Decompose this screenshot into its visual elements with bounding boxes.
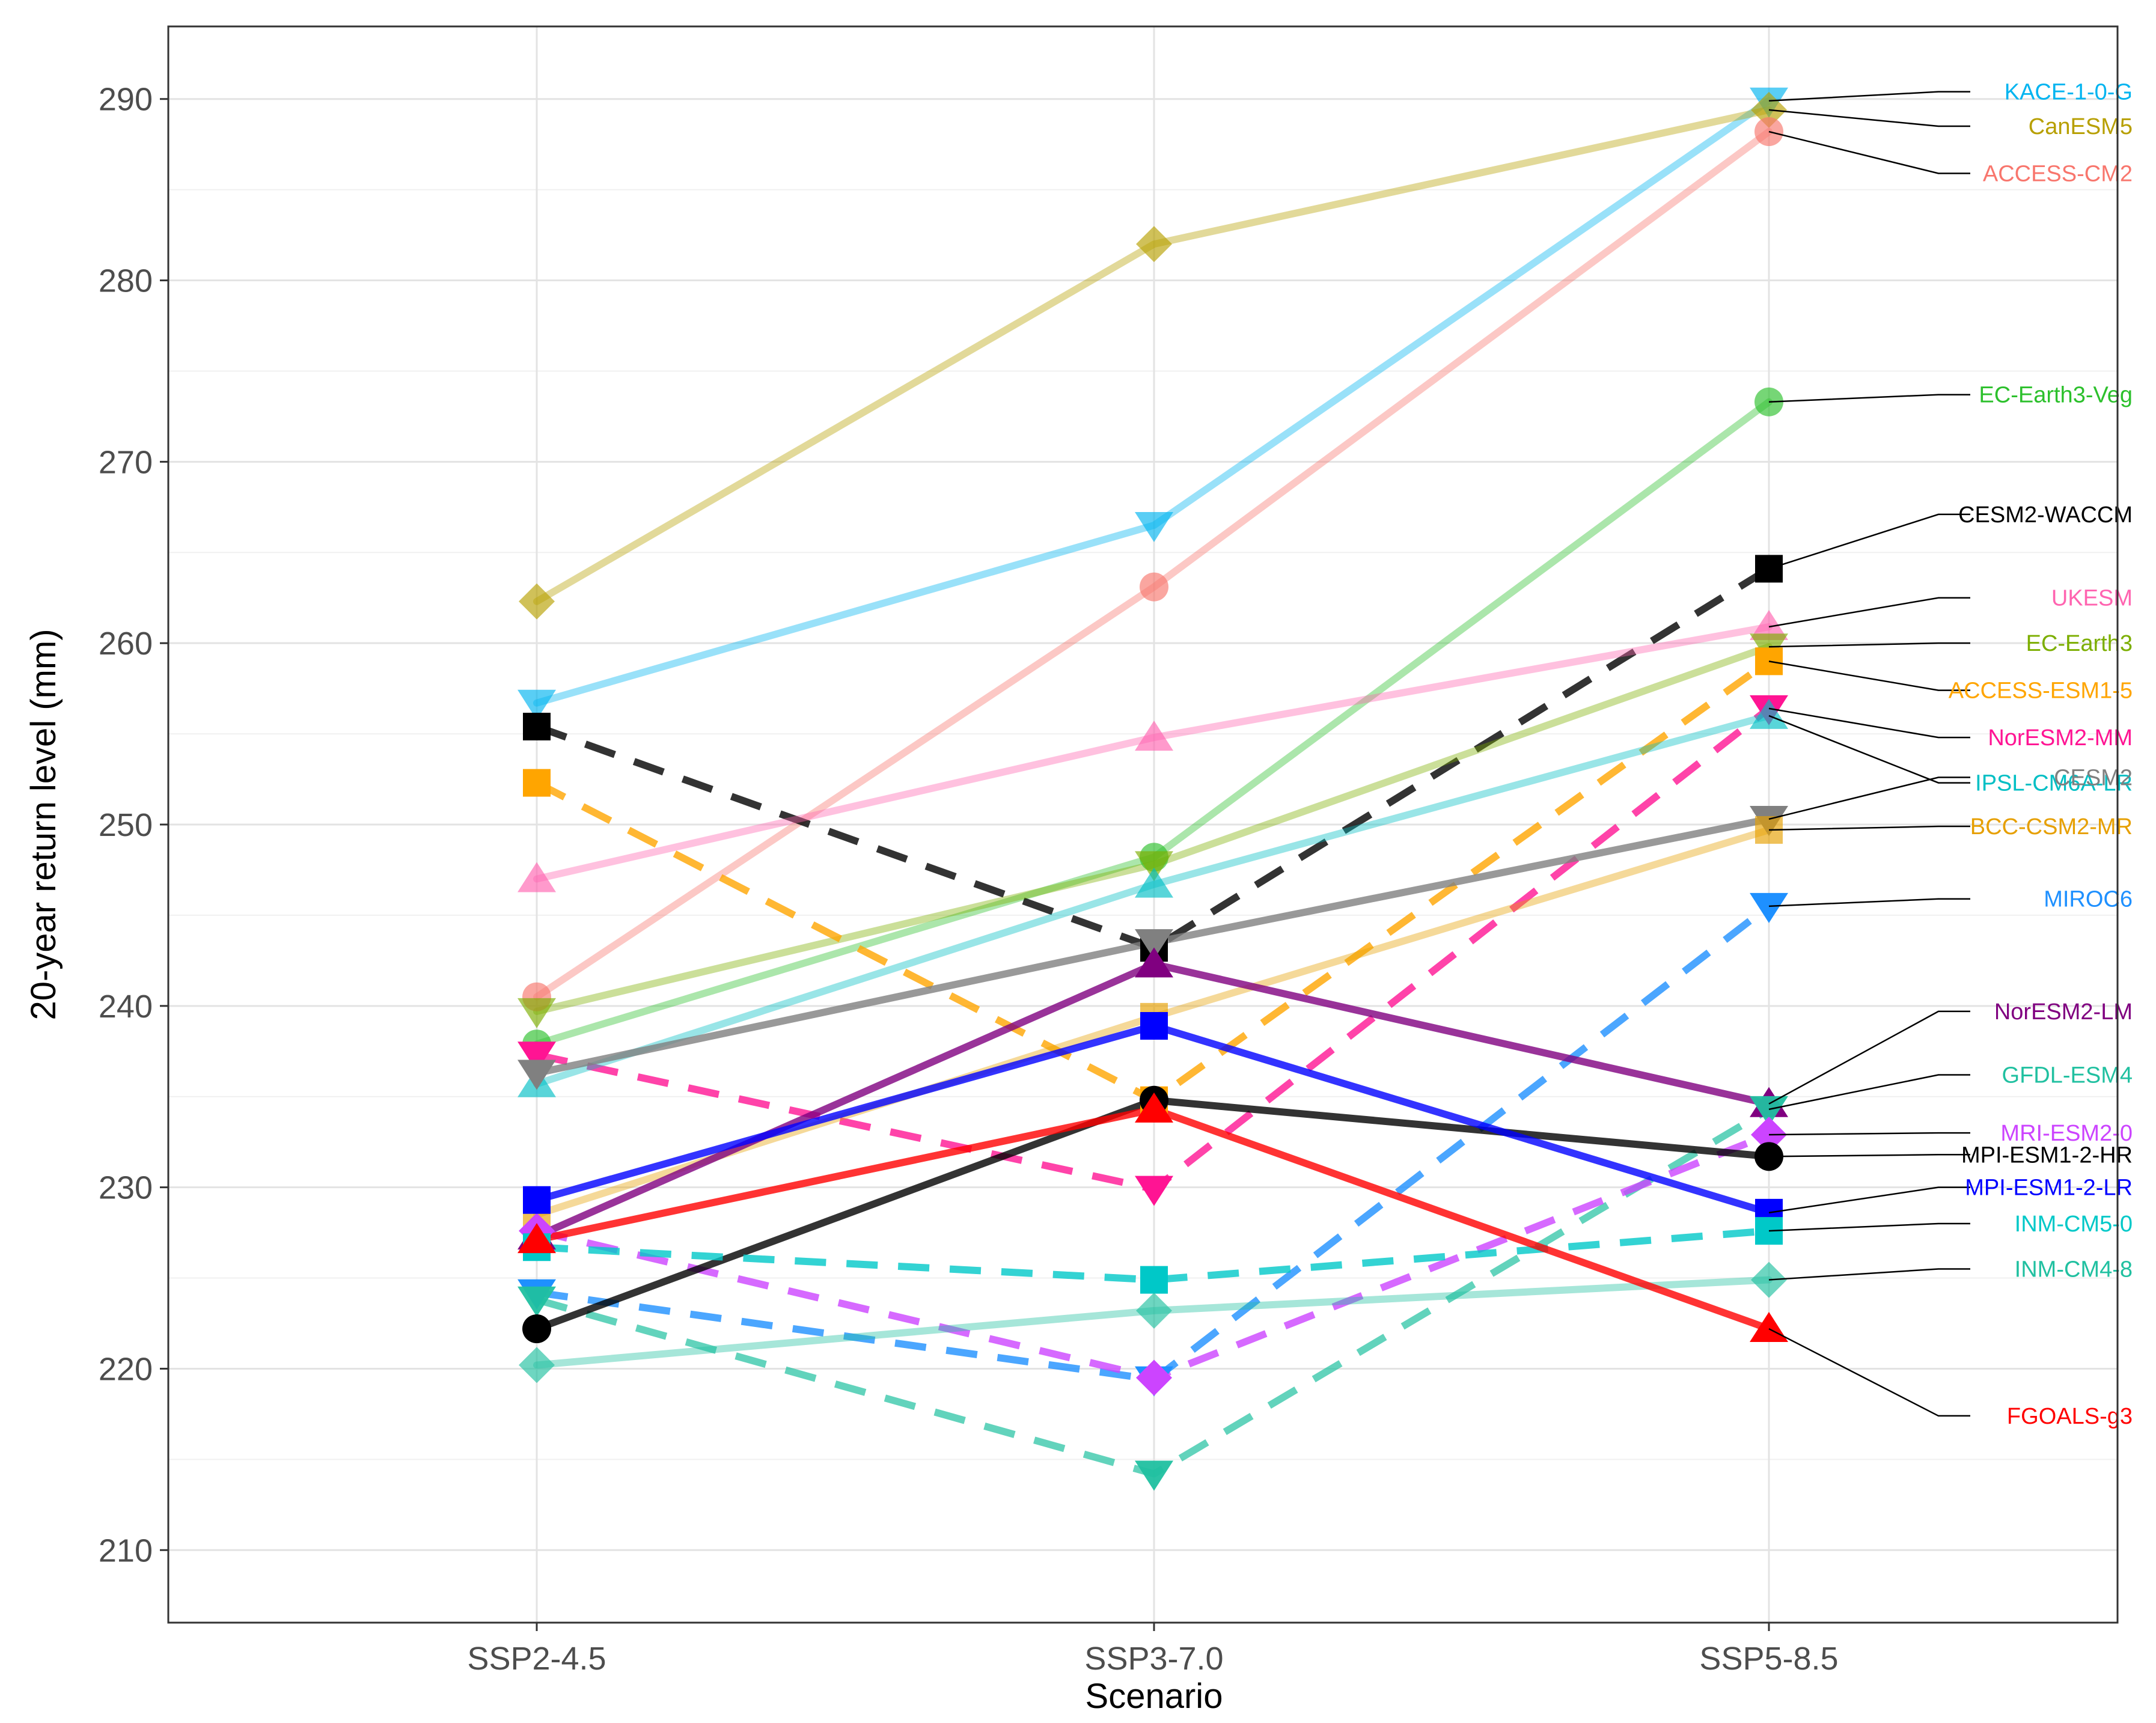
label-fgoals-g3: FGOALS-g3 [2007, 1404, 2133, 1429]
label-leader-noresm2-lm [1768, 1010, 1970, 1105]
data-point-cesm2-waccm-ssp2-4-5 [523, 713, 551, 741]
label-leader-gfdl-esm4 [1768, 1074, 1970, 1111]
data-point-canesm5-ssp2-4-5 [519, 583, 555, 620]
label-inm-cm4-8: INM-CM4-8 [2015, 1257, 2133, 1282]
label-canesm5: CanESM5 [2029, 114, 2133, 139]
data-point-noresm2-mm-ssp2-4-5 [518, 1041, 556, 1072]
label-mpi-esm1-2-hr: MPI-ESM1-2-HR [1961, 1142, 2133, 1168]
label-leader-ec-earth3 [1768, 642, 1970, 648]
label-leader-ukesm [1768, 597, 1970, 628]
label-leader-bcc-csm2-mr [1768, 825, 1970, 831]
label-ipsl-cm6a-lr: IPSL-CM6A-LR [1975, 771, 2133, 796]
data-point-mri-esm2-0-ssp3-7-0 [1136, 1359, 1172, 1396]
label-leader-cesm2 [1768, 776, 1970, 820]
label-kace-1-0-g: KACE-1-0-G [2005, 80, 2133, 105]
label-cesm2-waccm: CESM2-WACCM [1958, 502, 2133, 528]
x-tick-label: SSP2-4.5 [467, 1641, 606, 1677]
data-point-access-esm1-5-ssp2-4-5 [523, 769, 551, 797]
y-tick-label: 220 [99, 1351, 153, 1387]
label-leader-access-cm2 [1768, 130, 1970, 174]
data-point-noresm2-lm-ssp3-7-0 [1135, 947, 1173, 978]
data-point-canesm5-ssp3-7-0 [1136, 226, 1172, 263]
data-point-ukesm-ssp5-8-5 [1750, 610, 1788, 641]
data-point-inm-cm4-8-ssp3-7-0 [1136, 1292, 1172, 1329]
x-tick-label: SSP3-7.0 [1084, 1641, 1223, 1677]
y-tick-label: 230 [99, 1170, 153, 1206]
label-access-cm2: ACCESS-CM2 [1983, 161, 2133, 186]
label-leader-ipsl-cm6a-lr [1768, 715, 1970, 784]
data-point-inm-cm5-0-ssp5-8-5 [1755, 1217, 1783, 1245]
y-tick-label: 260 [99, 626, 153, 662]
y-tick-label: 270 [99, 444, 153, 480]
label-inm-cm5-0: INM-CM5-0 [2015, 1212, 2133, 1237]
data-point-mpi-esm1-2-lr-ssp2-4-5 [523, 1186, 551, 1214]
y-tick-label: 280 [99, 263, 153, 299]
y-tick-label: 240 [99, 989, 153, 1025]
label-miroc6: MIROC6 [2044, 887, 2133, 912]
data-point-mpi-esm1-2-hr-ssp2-4-5 [522, 1314, 551, 1344]
data-point-inm-cm4-8-ssp2-4-5 [519, 1347, 555, 1383]
label-leader-mpi-esm1-2-hr [1768, 1154, 1970, 1157]
label-bcc-csm2-mr: BCC-CSM2-MR [1970, 814, 2133, 840]
data-point-ukesm-ssp3-7-0 [1135, 721, 1173, 751]
label-leader-mpi-esm1-2-lr [1768, 1186, 1970, 1214]
label-leader-noresm2-mm [1768, 707, 1970, 739]
data-point-fgoals-g3-ssp3-7-0 [1135, 1092, 1173, 1123]
label-leader-canesm5 [1768, 109, 1970, 127]
label-cesm2: CESM2 [2054, 766, 2133, 791]
y-tick-label: 250 [99, 807, 153, 843]
data-point-kace-1-0-g-ssp3-7-0 [1135, 512, 1173, 542]
label-noresm2-lm: NorESM2-LM [1994, 999, 2133, 1025]
y-tick-label: 290 [99, 82, 153, 118]
data-point-access-cm2-ssp3-7-0 [1140, 572, 1168, 602]
label-leader-fgoals-g3 [1768, 1328, 1970, 1417]
y-tick-label: 210 [99, 1532, 153, 1569]
data-point-ukesm-ssp2-4-5 [518, 862, 556, 892]
data-point-ec-earth3-ssp3-7-0 [1135, 851, 1173, 882]
data-point-miroc6-ssp5-8-5 [1750, 892, 1788, 923]
data-point-ipsl-cm6a-lr-ssp3-7-0 [1135, 867, 1173, 898]
x-axis-title: Scenario [1086, 1677, 1223, 1716]
label-leader-kace-1-0-g [1768, 91, 1970, 102]
label-ec-earth3-veg: EC-Earth3-Veg [1979, 383, 2133, 408]
label-ec-earth3: EC-Earth3 [2026, 631, 2133, 656]
label-noresm2-mm: NorESM2-MM [1988, 725, 2133, 751]
axes: 210 220 230 240 250 260 270 280 290 SSP2-4.5 SSP3-… [99, 82, 1839, 1677]
label-leader-inm-cm4-8 [1768, 1268, 1970, 1281]
label-leader-inm-cm5-0 [1768, 1222, 1970, 1232]
series-line-cesm2-waccm [535, 566, 1771, 952]
label-mri-esm2-0: MRI-ESM2-0 [2000, 1121, 2133, 1146]
y-axis-title: 20-year return level (mm) [24, 629, 63, 1020]
label-leader-mri-esm2-0 [1768, 1132, 1970, 1136]
data-point-mpi-esm1-2-lr-ssp3-7-0 [1140, 1012, 1168, 1040]
data-point-kace-1-0-g-ssp2-4-5 [518, 689, 556, 720]
label-leader-ec-earth3-veg [1768, 394, 1970, 403]
data-point-noresm2-mm-ssp3-7-0 [1135, 1176, 1173, 1206]
label-leader-access-esm1-5 [1768, 660, 1970, 691]
data-point-cesm2-ssp2-4-5 [518, 1060, 556, 1090]
data-point-ec-earth3-ssp2-4-5 [518, 998, 556, 1028]
data-point-ipsl-cm6a-lr-ssp5-8-5 [1750, 698, 1788, 729]
label-access-esm1-5: ACCESS-ESM1-5 [1949, 679, 2133, 704]
data-point-gfdl-esm4-ssp2-4-5 [518, 1286, 556, 1317]
data-point-inm-cm5-0-ssp3-7-0 [1140, 1266, 1168, 1294]
data-point-cesm2-ssp3-7-0 [1135, 929, 1173, 960]
label-leader-miroc6 [1768, 898, 1970, 907]
data-point-gfdl-esm4-ssp3-7-0 [1135, 1460, 1173, 1491]
data-point-gfdl-esm4-ssp5-8-5 [1750, 1096, 1788, 1126]
label-ukesm: UKESM [2051, 586, 2133, 611]
x-tick-label: SSP5-8.5 [1699, 1641, 1838, 1677]
label-leader-cesm2-waccm [1768, 513, 1970, 570]
grid [168, 26, 2118, 1623]
label-gfdl-esm4: GFDL-ESM4 [2002, 1063, 2133, 1088]
label-mpi-esm1-2-lr: MPI-ESM1-2-LR [1965, 1176, 2133, 1201]
data-point-fgoals-g3-ssp2-4-5 [518, 1223, 556, 1254]
model-labels: KACE-1-0-G CanESM5 ACCESS-CM2 EC-Earth3-Veg… [1768, 80, 2133, 1429]
